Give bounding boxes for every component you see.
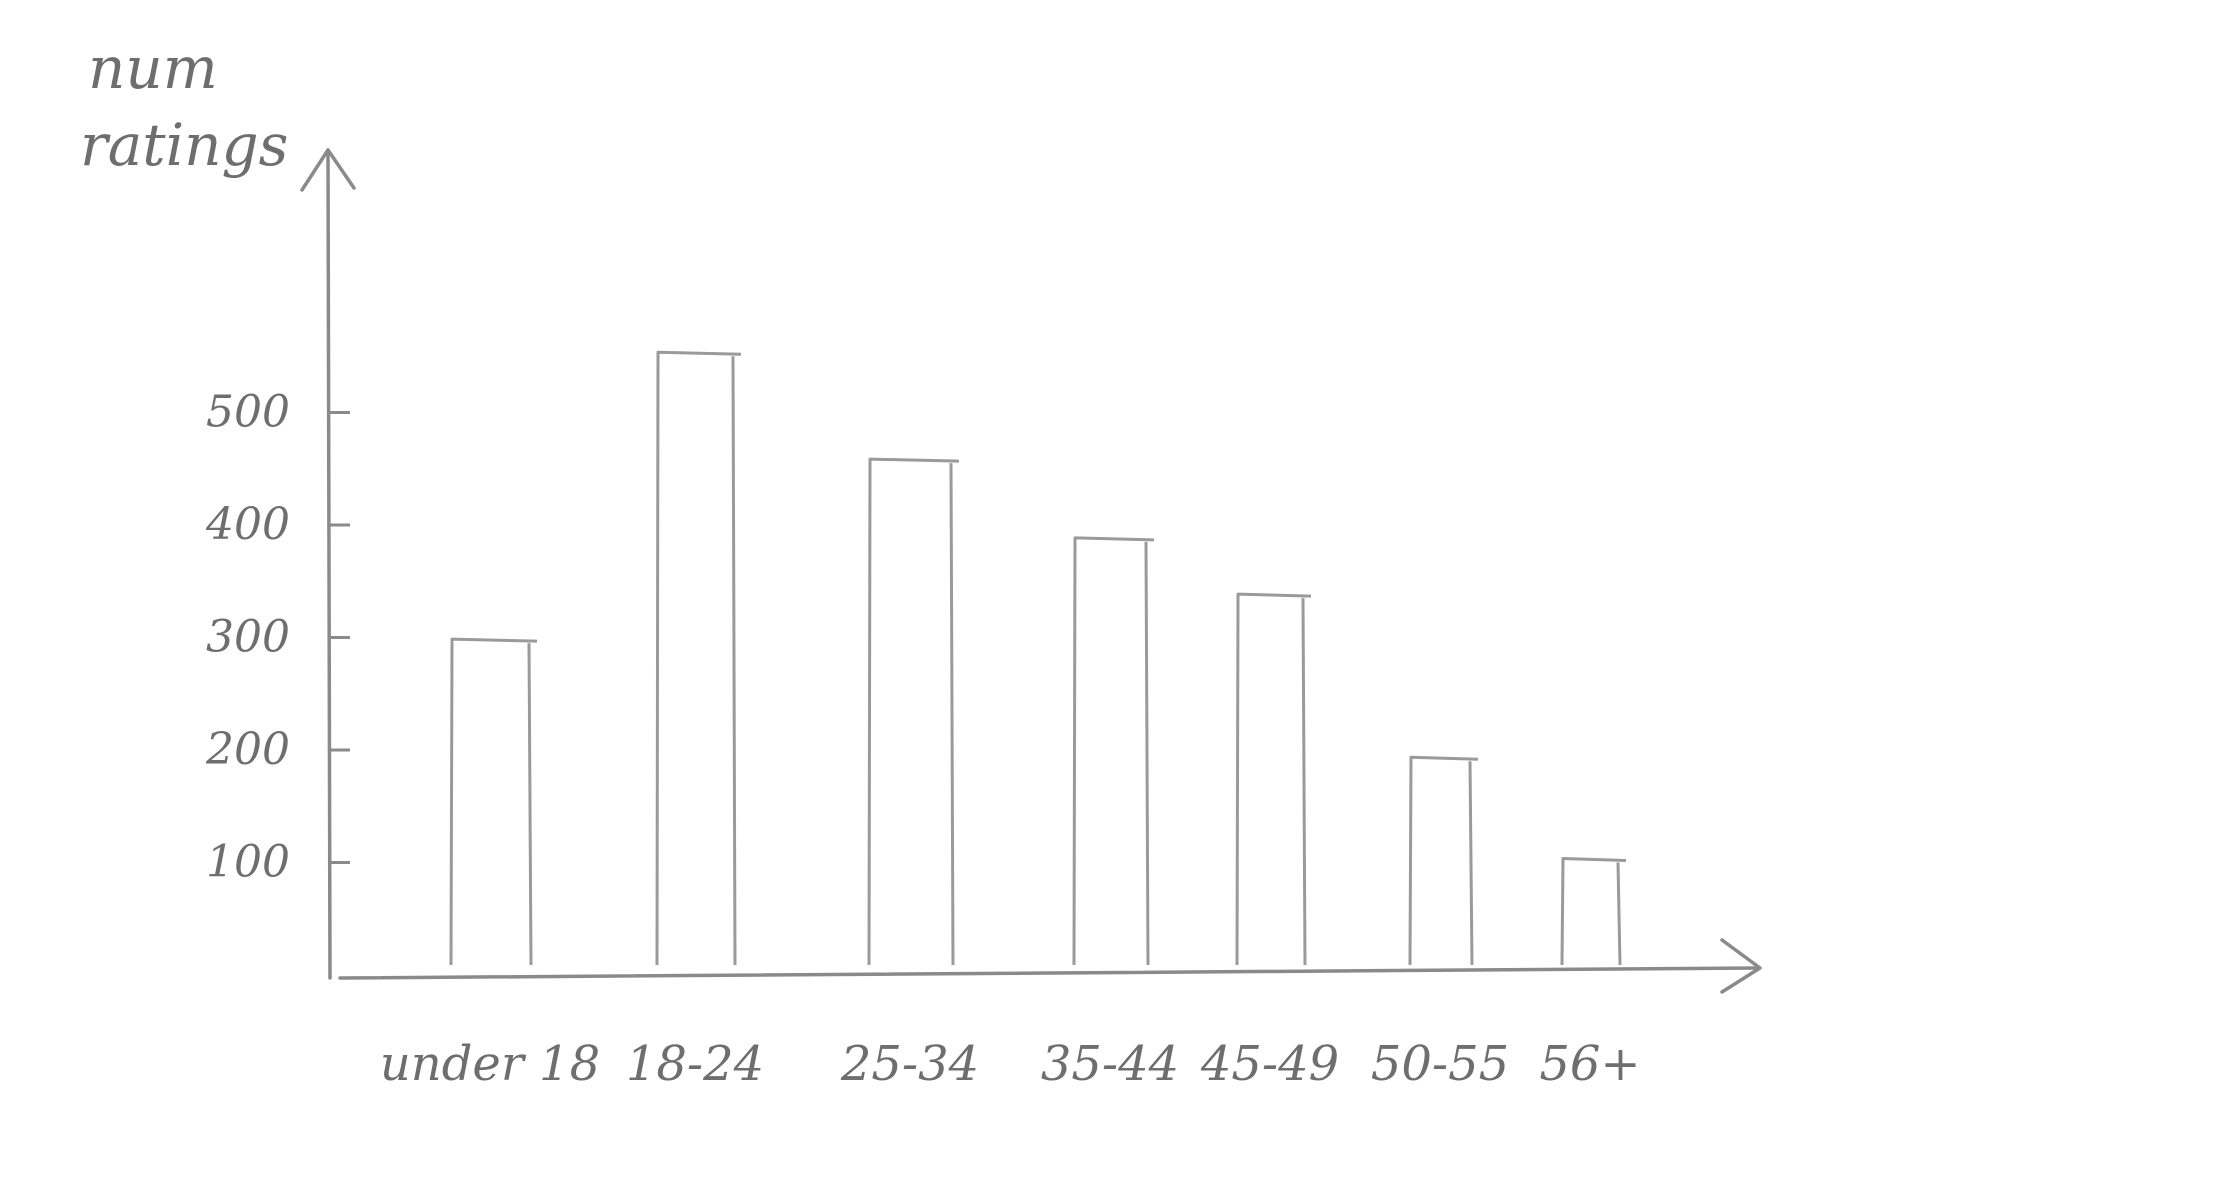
y-tick-label: 300 xyxy=(206,612,290,663)
x-tick-label: 50-55 xyxy=(1371,1036,1509,1092)
x-tick-label: 45-49 xyxy=(1200,1036,1339,1092)
bar xyxy=(1072,536,1155,966)
bar xyxy=(867,457,960,966)
x-tick-labels: under 18 18-24 25-34 35-44 45-49 50-55 56+ xyxy=(380,1036,1641,1092)
y-tick-label: 100 xyxy=(206,837,290,888)
x-tick-label: under 18 xyxy=(380,1036,600,1092)
y-tick-label: 500 xyxy=(206,387,290,438)
bar xyxy=(1408,755,1479,966)
y-tick-label: 400 xyxy=(205,499,290,550)
y-axis-arrow xyxy=(300,148,356,192)
bars xyxy=(449,350,1627,966)
bar xyxy=(655,350,742,966)
y-axis-title-line2: ratings xyxy=(80,111,288,179)
x-axis-line xyxy=(338,966,1760,980)
bar xyxy=(1235,592,1312,966)
y-ticks: 100 200 300 400 500 xyxy=(205,387,350,888)
bar xyxy=(449,637,538,966)
y-axis-line xyxy=(326,148,332,980)
y-tick-label: 200 xyxy=(205,724,290,775)
bar xyxy=(1560,857,1627,966)
x-axis-arrow xyxy=(1720,938,1762,994)
x-tick-label: 25-34 xyxy=(840,1036,979,1092)
x-tick-label: 56+ xyxy=(1539,1036,1640,1092)
y-axis-title-line1: num xyxy=(88,34,218,102)
x-tick-label: 35-44 xyxy=(1041,1036,1179,1092)
x-tick-label: 18-24 xyxy=(626,1036,764,1092)
